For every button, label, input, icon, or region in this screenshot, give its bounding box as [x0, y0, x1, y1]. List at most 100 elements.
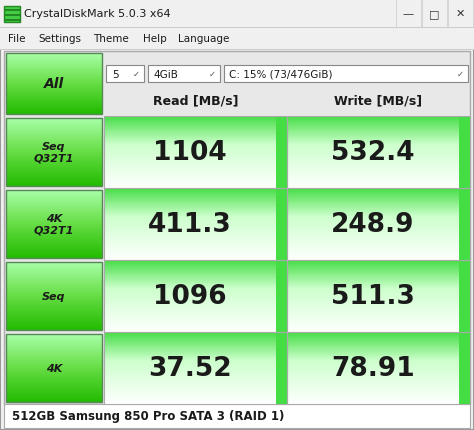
Text: 1096: 1096 [153, 283, 227, 309]
FancyBboxPatch shape [104, 328, 276, 329]
FancyBboxPatch shape [6, 305, 102, 307]
FancyBboxPatch shape [6, 202, 102, 203]
FancyBboxPatch shape [104, 370, 276, 372]
FancyBboxPatch shape [6, 61, 102, 62]
FancyBboxPatch shape [6, 377, 102, 378]
FancyBboxPatch shape [6, 139, 102, 141]
FancyBboxPatch shape [287, 402, 459, 403]
FancyBboxPatch shape [287, 148, 459, 150]
FancyBboxPatch shape [6, 106, 102, 107]
FancyBboxPatch shape [287, 304, 459, 305]
FancyBboxPatch shape [287, 224, 459, 225]
FancyBboxPatch shape [6, 183, 102, 184]
FancyBboxPatch shape [287, 285, 459, 286]
FancyBboxPatch shape [6, 223, 102, 224]
FancyBboxPatch shape [6, 78, 102, 80]
FancyBboxPatch shape [6, 77, 102, 78]
FancyBboxPatch shape [6, 366, 102, 368]
FancyBboxPatch shape [6, 150, 102, 151]
FancyBboxPatch shape [6, 247, 102, 248]
FancyBboxPatch shape [104, 278, 276, 279]
FancyBboxPatch shape [104, 291, 276, 293]
FancyBboxPatch shape [104, 362, 276, 364]
FancyBboxPatch shape [287, 138, 459, 139]
FancyBboxPatch shape [104, 184, 276, 186]
FancyBboxPatch shape [104, 119, 276, 120]
FancyBboxPatch shape [104, 179, 276, 181]
FancyBboxPatch shape [287, 238, 459, 240]
FancyBboxPatch shape [104, 299, 276, 301]
FancyBboxPatch shape [287, 134, 459, 135]
FancyBboxPatch shape [104, 160, 276, 162]
FancyBboxPatch shape [6, 87, 102, 89]
FancyBboxPatch shape [287, 194, 459, 195]
FancyBboxPatch shape [287, 120, 459, 121]
FancyBboxPatch shape [4, 404, 470, 428]
FancyBboxPatch shape [287, 253, 459, 254]
FancyBboxPatch shape [6, 220, 102, 221]
FancyBboxPatch shape [287, 203, 459, 204]
FancyBboxPatch shape [0, 28, 474, 29]
FancyBboxPatch shape [287, 359, 459, 361]
FancyBboxPatch shape [104, 289, 276, 290]
FancyBboxPatch shape [104, 311, 276, 313]
FancyBboxPatch shape [287, 375, 459, 376]
FancyBboxPatch shape [6, 269, 102, 270]
FancyBboxPatch shape [287, 349, 459, 350]
FancyBboxPatch shape [6, 245, 102, 246]
FancyBboxPatch shape [6, 101, 102, 103]
FancyBboxPatch shape [6, 168, 102, 169]
FancyBboxPatch shape [104, 300, 276, 302]
FancyBboxPatch shape [6, 240, 102, 241]
FancyBboxPatch shape [6, 354, 102, 355]
FancyBboxPatch shape [6, 164, 102, 165]
FancyBboxPatch shape [6, 271, 102, 273]
FancyBboxPatch shape [6, 84, 102, 85]
FancyBboxPatch shape [287, 330, 459, 332]
FancyBboxPatch shape [104, 194, 276, 196]
FancyBboxPatch shape [6, 284, 102, 285]
FancyBboxPatch shape [6, 304, 102, 305]
FancyBboxPatch shape [287, 270, 459, 272]
FancyBboxPatch shape [287, 370, 459, 372]
FancyBboxPatch shape [287, 280, 459, 281]
FancyBboxPatch shape [287, 368, 459, 369]
FancyBboxPatch shape [104, 286, 276, 287]
FancyBboxPatch shape [287, 401, 459, 402]
FancyBboxPatch shape [6, 185, 102, 186]
FancyBboxPatch shape [287, 340, 459, 341]
FancyBboxPatch shape [104, 183, 276, 184]
FancyBboxPatch shape [104, 198, 276, 200]
FancyBboxPatch shape [104, 165, 276, 166]
FancyBboxPatch shape [104, 260, 276, 261]
FancyBboxPatch shape [287, 273, 459, 275]
FancyBboxPatch shape [6, 350, 102, 351]
FancyBboxPatch shape [6, 66, 102, 67]
FancyBboxPatch shape [6, 397, 102, 398]
FancyBboxPatch shape [6, 301, 102, 302]
FancyBboxPatch shape [6, 393, 102, 394]
FancyBboxPatch shape [6, 210, 102, 211]
FancyBboxPatch shape [104, 294, 276, 295]
FancyBboxPatch shape [104, 262, 276, 263]
FancyBboxPatch shape [6, 156, 102, 157]
FancyBboxPatch shape [287, 141, 459, 142]
FancyBboxPatch shape [287, 364, 459, 366]
FancyBboxPatch shape [6, 205, 102, 206]
FancyBboxPatch shape [6, 92, 102, 93]
FancyBboxPatch shape [6, 295, 102, 296]
FancyBboxPatch shape [104, 239, 276, 241]
FancyBboxPatch shape [6, 248, 102, 249]
FancyBboxPatch shape [6, 368, 102, 369]
FancyBboxPatch shape [104, 240, 276, 242]
FancyBboxPatch shape [287, 316, 459, 317]
FancyBboxPatch shape [104, 280, 276, 282]
FancyBboxPatch shape [287, 212, 459, 213]
FancyBboxPatch shape [287, 288, 459, 289]
FancyBboxPatch shape [6, 155, 102, 156]
FancyBboxPatch shape [104, 136, 276, 137]
FancyBboxPatch shape [6, 298, 102, 299]
FancyBboxPatch shape [6, 257, 102, 258]
FancyBboxPatch shape [104, 290, 276, 292]
FancyBboxPatch shape [6, 112, 102, 113]
